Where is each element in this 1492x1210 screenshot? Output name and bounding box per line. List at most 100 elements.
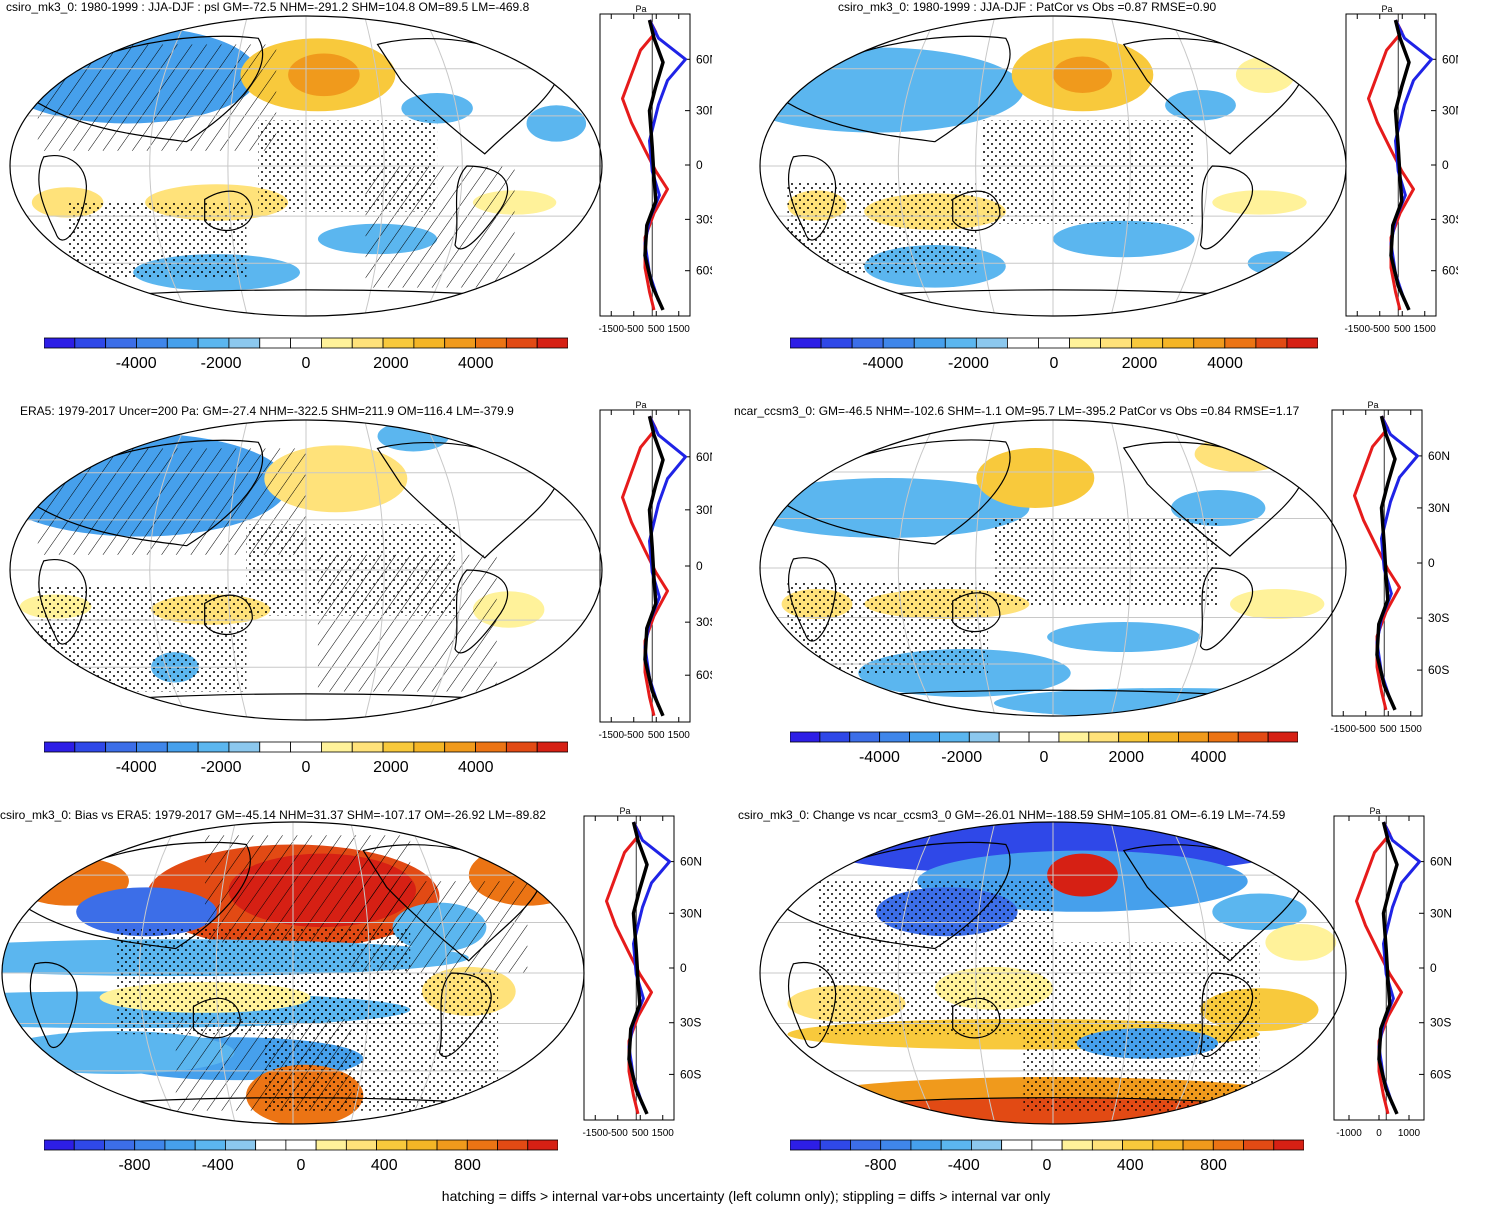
- colorbar-swatch: [436, 1139, 468, 1151]
- coastline: [787, 155, 837, 241]
- profile-lat-label: 0: [696, 158, 703, 172]
- colorbar-swatch: [536, 337, 569, 349]
- colorbar-swatch: [444, 337, 476, 349]
- map-meridian-line: [975, 822, 996, 1124]
- coastline: [1199, 567, 1254, 651]
- colorbar-swatch: [43, 337, 76, 349]
- coastline: [1122, 844, 1302, 962]
- colorbar-tick-label: -800: [864, 1157, 896, 1174]
- stippling-region: [787, 583, 989, 673]
- coastline: [454, 569, 509, 654]
- profile-x-label: 500: [632, 1128, 649, 1139]
- colorbar-tick-label: 800: [1200, 1157, 1227, 1174]
- colorbar-swatch: [225, 1139, 257, 1151]
- map-panel-5-svg: [1, 821, 585, 1125]
- colorbar-swatch: [1237, 731, 1269, 743]
- colorbar-swatch: [43, 741, 76, 753]
- colorbar-tick-label: 800: [454, 1157, 481, 1174]
- colorbar-swatch: [1212, 1139, 1244, 1151]
- map-panel-3-svg: [9, 419, 603, 721]
- hatching-region: [351, 881, 528, 973]
- colorbar-swatch: [136, 337, 168, 349]
- colorbar-swatch: [351, 337, 384, 349]
- colorbar-tick-label: 0: [297, 1157, 306, 1174]
- map-meridian-line: [422, 16, 463, 316]
- coastline: [454, 165, 509, 250]
- colorbar-swatch: [819, 1139, 851, 1151]
- panel-6-colorbar: -800 -400 0 400 800: [789, 1138, 1305, 1183]
- profile-obs-curve: [1353, 415, 1401, 711]
- profile-lat-label: 30S: [696, 212, 712, 226]
- colorbar-swatch: [1243, 1139, 1275, 1151]
- profile-x-label: 500: [1380, 724, 1397, 735]
- colorbar-swatch: [382, 741, 415, 753]
- profile-unit-label: Pa: [1369, 806, 1380, 816]
- panel-5-map: [0, 820, 586, 1131]
- colorbar-swatch: [882, 337, 915, 349]
- map-meridian-line: [149, 16, 190, 316]
- map-anomaly-region: [1165, 90, 1236, 121]
- map-meridian-line: [1110, 16, 1131, 316]
- coastline: [438, 972, 492, 1058]
- colorbar-swatch: [475, 337, 507, 349]
- profile-x-label: -500: [1356, 724, 1376, 735]
- colorbar-swatch: [406, 1139, 438, 1151]
- profile-lat-label: 60N: [1428, 449, 1450, 463]
- map-meridian-line: [350, 822, 371, 1124]
- map-meridian-line: [422, 420, 463, 720]
- profile-x-label: -500: [1370, 324, 1390, 335]
- colorbar-swatch: [998, 731, 1030, 743]
- coastline: [1199, 972, 1254, 1058]
- panel-2-colorbar: -4000 -2000 0 2000 4000: [789, 336, 1319, 381]
- profile-x-label: -1500: [598, 730, 624, 741]
- profile-x-label: -1500: [1330, 724, 1356, 735]
- colorbar-swatch: [466, 1139, 498, 1151]
- map-border: [9, 15, 603, 317]
- colorbar-swatch: [1001, 1139, 1033, 1151]
- map-meridian-line: [364, 420, 385, 720]
- map-meridian-line: [975, 16, 996, 316]
- colorbar-swatch: [1118, 731, 1149, 743]
- colorbar-swatch: [851, 337, 884, 349]
- colorbar-tick-label: 0: [1050, 355, 1059, 372]
- colorbar-swatch: [940, 1139, 972, 1151]
- profile-x-label: 500: [648, 324, 665, 335]
- colorbar-swatch: [910, 1139, 942, 1151]
- profile-lat-label: 0: [1430, 961, 1437, 975]
- colorbar-tick-label: -2000: [201, 355, 242, 372]
- colorbar-swatch: [820, 337, 853, 349]
- map-panel-6-svg: [759, 821, 1347, 1125]
- profile-x-label: -500: [624, 730, 644, 741]
- colorbar-swatch: [1162, 337, 1195, 349]
- colorbar-swatch: [1286, 337, 1319, 349]
- colorbar-swatch: [879, 731, 910, 743]
- hatching-region: [175, 1018, 352, 1111]
- panel-6-title: csiro_mk3_0: Change vs ncar_ccsm3_0 GM=-…: [738, 808, 1286, 822]
- coastline: [1199, 165, 1254, 250]
- colorbar-swatch: [880, 1139, 912, 1151]
- profile-lat-label: 60N: [696, 450, 712, 464]
- profile-lat-label: 30N: [696, 104, 712, 118]
- colorbar-swatch: [194, 1139, 226, 1151]
- profile-x-label: 500: [1394, 324, 1411, 335]
- coastline: [787, 557, 837, 642]
- map-meridian-line: [975, 420, 996, 716]
- coastline: [952, 190, 1001, 232]
- colorbar-swatch: [909, 731, 940, 743]
- colorbar-tick-label: -4000: [116, 759, 157, 776]
- colorbar-swatch: [1007, 337, 1039, 349]
- map-border: [759, 419, 1347, 717]
- map-meridian-line: [407, 822, 448, 1124]
- panel-4-title: ncar_ccsm3_0: GM=-46.5 NHM=-102.6 SHM=-1…: [734, 404, 1300, 418]
- map-meridian-line: [1110, 420, 1131, 716]
- colorbar-swatch: [290, 741, 322, 753]
- coastline: [38, 559, 88, 645]
- stippling-region: [67, 202, 247, 279]
- profile-x-label: 0: [1376, 1128, 1382, 1139]
- profile-lat-label: 0: [680, 961, 687, 975]
- colorbar-swatch: [1224, 337, 1257, 349]
- profile-lat-label: 30N: [696, 503, 712, 517]
- profile-lat-label: 30N: [680, 906, 702, 920]
- map-meridian-line: [897, 16, 938, 316]
- stippling-region: [817, 881, 1053, 1035]
